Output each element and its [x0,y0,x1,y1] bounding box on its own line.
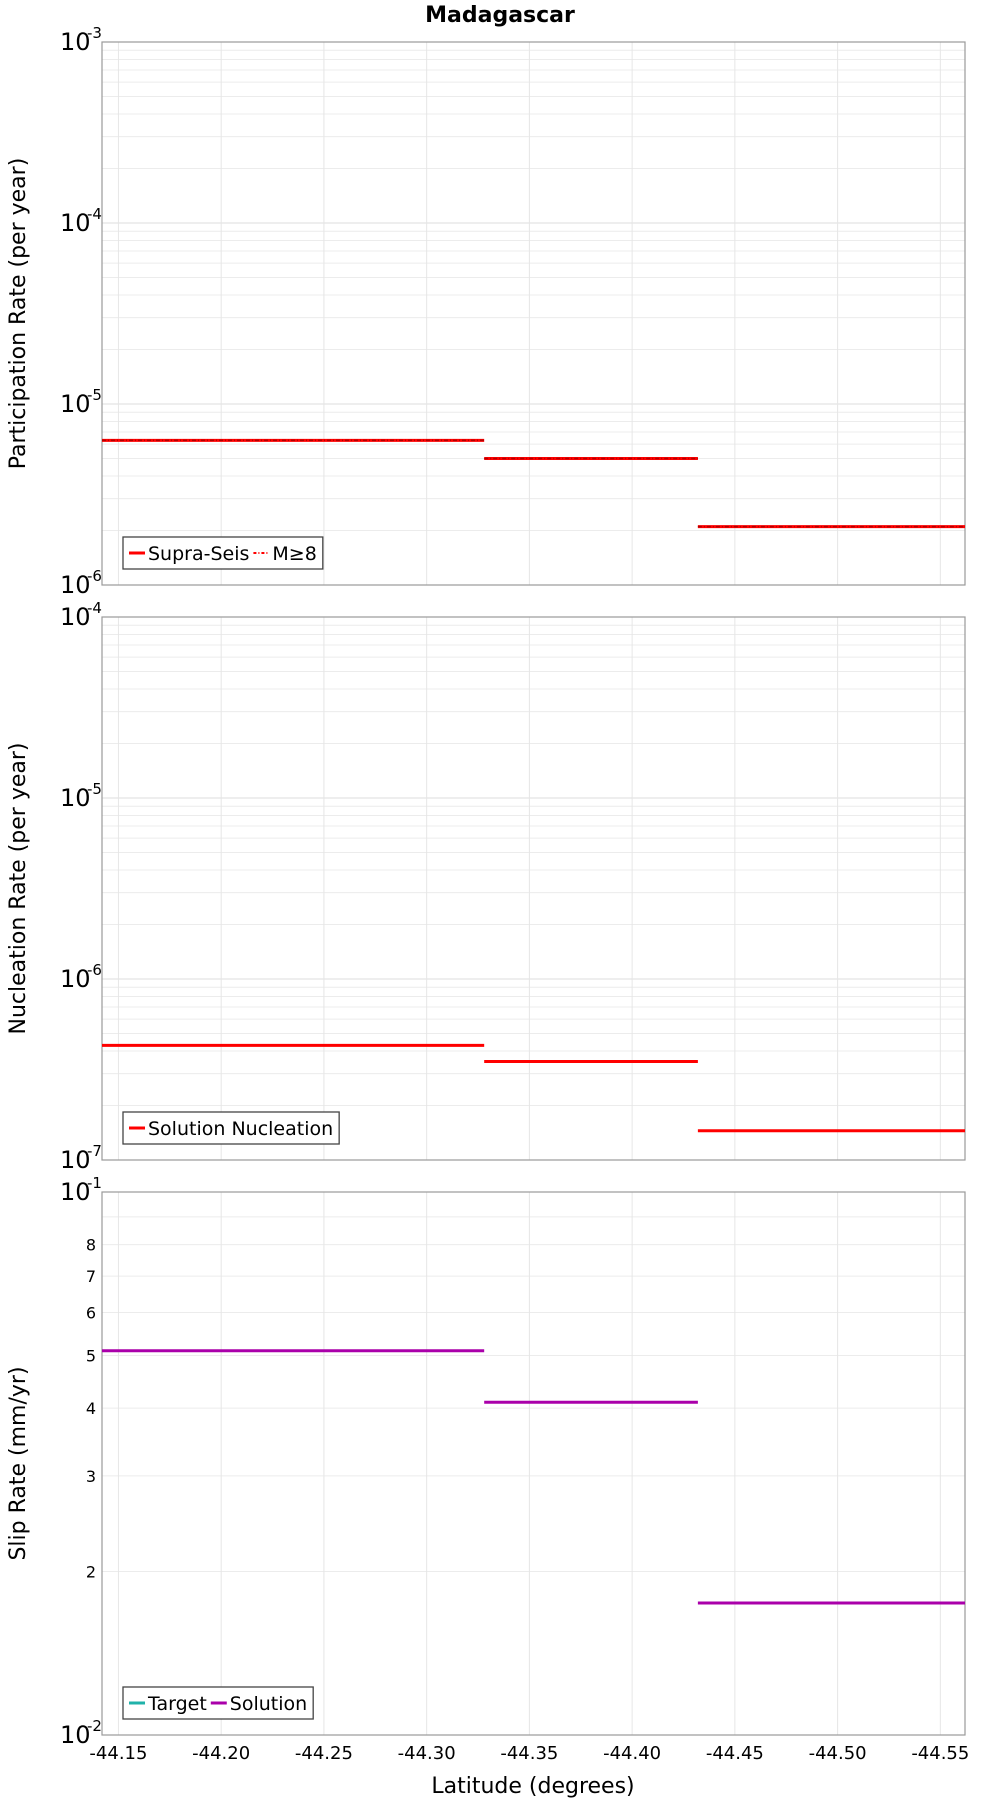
x-axis-label: Latitude (degrees) [431,1774,634,1799]
series-solution [102,1349,965,1605]
y-minor-tick-label: 8 [86,1236,96,1255]
grid [102,617,965,1160]
x-tick-label: -44.35 [500,1743,558,1764]
y-tick-base: 10 [60,1721,91,1749]
y-tick-exponent: -1 [87,1174,102,1192]
y-tick-label: 10-4 [60,205,102,237]
y-tick-exponent: -6 [87,961,102,979]
y-tick-base: 10 [60,784,91,812]
y-tick-base: 10 [60,28,91,56]
legend-label: Solution [230,1693,307,1715]
x-tick-label: -44.55 [911,1743,969,1764]
y-tick-label: 10-1 [60,1174,102,1206]
y-tick-exponent: -4 [87,599,102,617]
y-minor-tick-label: 4 [86,1399,96,1418]
y-tick-base: 10 [60,209,91,237]
y-minor-tick-label: 2 [86,1563,96,1582]
y-tick-base: 10 [60,965,91,993]
y-tick-exponent: -7 [87,1142,102,1160]
y-axis-label: Participation Rate (per year) [6,158,31,470]
legend-label: Solution Nucleation [148,1118,333,1140]
y-tick-label: 10-6 [60,961,102,993]
plot-frame [101,41,966,586]
plot-frame [101,616,966,1161]
y-axis-label: Slip Rate (mm/yr) [6,1366,31,1560]
legend-label: Supra-Seis [148,543,249,565]
legend-label: Target [147,1693,207,1715]
grid [102,1192,965,1735]
legend: Target Solution [122,1686,314,1720]
legend: Solution Nucleation [122,1111,340,1145]
y-tick-label: 10-4 [60,599,102,631]
y-tick-base: 10 [60,603,91,631]
x-tick-label: -44.30 [398,1743,456,1764]
x-tick-label: -44.15 [89,1743,147,1764]
legend-box [122,536,324,570]
x-tick-label: -44.45 [706,1743,764,1764]
plot-frame [101,1191,966,1736]
y-minor-tick-label: 6 [86,1303,96,1322]
x-tick-label: -44.20 [192,1743,250,1764]
series-supra-seis [102,438,965,529]
y-minor-tick-label: 5 [86,1346,96,1365]
y-tick-exponent: -6 [87,567,102,585]
chart-title: Madagascar [425,3,575,28]
y-tick-label: 10-2 [60,1717,102,1749]
y-minor-tick-label: 3 [86,1467,96,1486]
series-m-8 [102,439,965,528]
y-tick-exponent: -2 [87,1717,102,1735]
y-tick-base: 10 [60,1146,91,1174]
legend: Supra-Seis M≥8 [122,536,324,570]
y-tick-label: 10-7 [60,1142,102,1174]
y-tick-base: 10 [60,571,91,599]
y-tick-exponent: -5 [87,386,102,404]
y-axis-label: Nucleation Rate (per year) [6,743,31,1035]
x-tick-label: -44.25 [295,1743,353,1764]
y-tick-label: 10-6 [60,567,102,599]
y-minor-tick-label: 7 [86,1267,96,1286]
y-tick-base: 10 [60,1178,91,1206]
y-tick-exponent: -5 [87,780,102,798]
x-tick-label: -44.50 [809,1743,867,1764]
y-tick-label: 10-3 [60,24,102,56]
y-tick-base: 10 [60,390,91,418]
y-tick-label: 10-5 [60,780,102,812]
y-tick-label: 10-5 [60,386,102,418]
y-tick-exponent: -4 [87,205,102,223]
series-solution-nucleation [102,1043,965,1133]
x-tick-label: -44.40 [603,1743,661,1764]
y-tick-exponent: -3 [87,24,102,42]
legend-label: M≥8 [272,543,316,565]
grid [102,42,965,585]
legend-box [122,1111,340,1145]
